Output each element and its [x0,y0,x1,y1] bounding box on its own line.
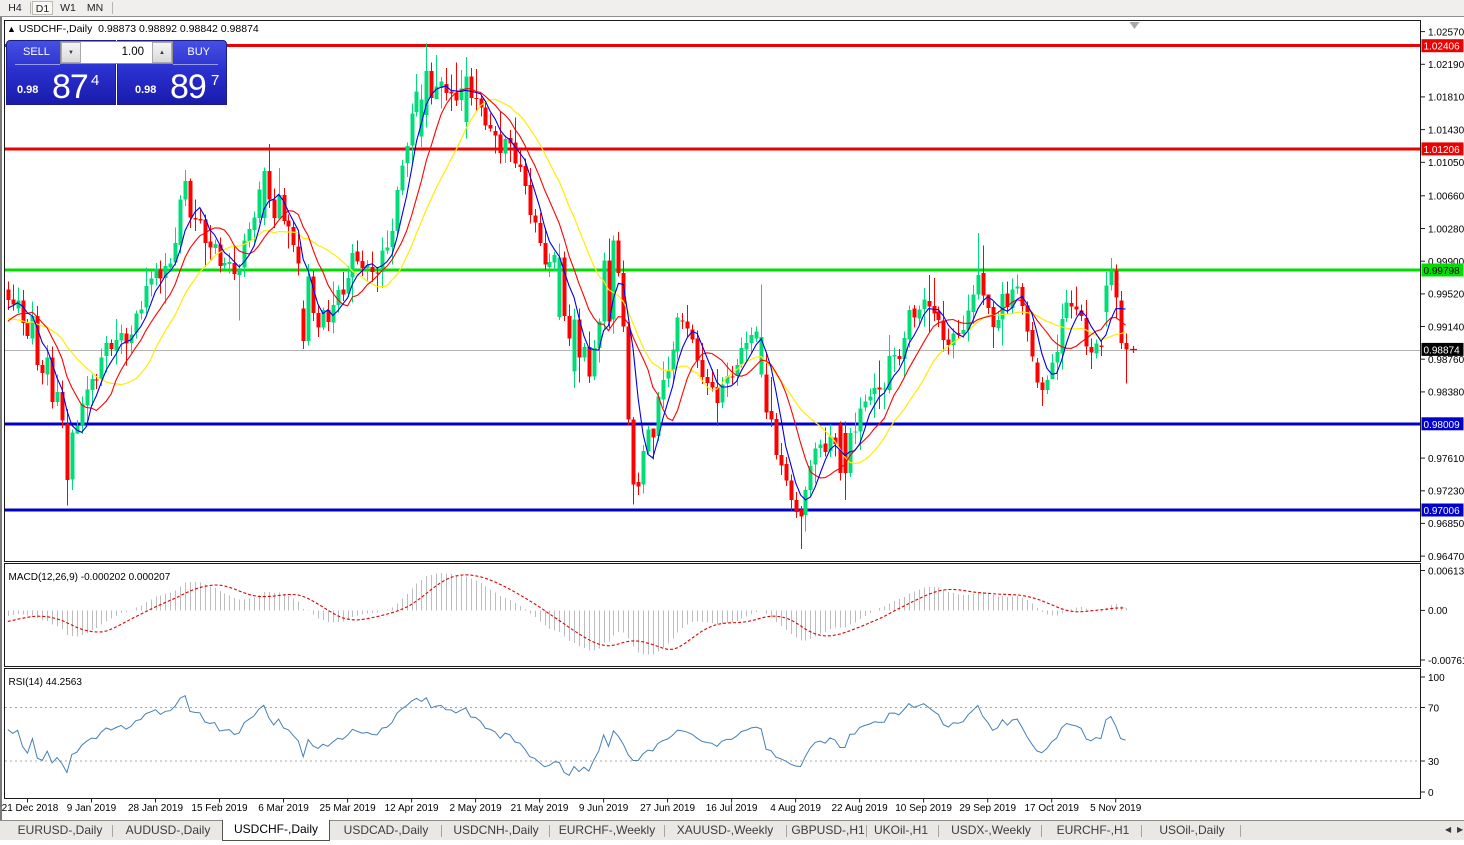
svg-text:0.98874: 0.98874 [1424,345,1461,356]
svg-text:0.99798: 0.99798 [1424,266,1461,277]
svg-text:29 Sep 2019: 29 Sep 2019 [959,803,1016,814]
svg-text:MACD(12,26,9) -0.000202 0.0002: MACD(12,26,9) -0.000202 0.000207 [9,572,171,583]
svg-text:0.97230: 0.97230 [1428,487,1464,498]
svg-text:0.98760: 0.98760 [1428,355,1464,366]
svg-text:0.96470: 0.96470 [1428,552,1464,563]
svg-text:1.00280: 1.00280 [1428,224,1464,235]
svg-text:22 Aug 2019: 22 Aug 2019 [832,803,889,814]
svg-text:2 May 2019: 2 May 2019 [449,803,502,814]
svg-text:9 Jan 2019: 9 Jan 2019 [67,803,117,814]
svg-text:1.02570: 1.02570 [1428,27,1464,38]
svg-text:1.01810: 1.01810 [1428,93,1464,104]
svg-text:0.98380: 0.98380 [1428,388,1464,399]
svg-text:28 Jan 2019: 28 Jan 2019 [128,803,183,814]
svg-text:0.97610: 0.97610 [1428,454,1464,465]
svg-text:21 May 2019: 21 May 2019 [511,803,569,814]
svg-text:1.01050: 1.01050 [1428,158,1464,169]
svg-text:6 Mar 2019: 6 Mar 2019 [258,803,309,814]
svg-text:0.00613: 0.00613 [1428,566,1464,577]
svg-text:15 Feb 2019: 15 Feb 2019 [191,803,248,814]
svg-text:0: 0 [1428,788,1434,799]
svg-text:0.99900: 0.99900 [1428,257,1464,268]
svg-text:30: 30 [1428,757,1440,768]
svg-text:21 Dec 2018: 21 Dec 2018 [2,803,59,814]
svg-text:0.99520: 0.99520 [1428,290,1464,301]
svg-text:9 Jun 2019: 9 Jun 2019 [579,803,629,814]
svg-text:1.02406: 1.02406 [1424,42,1461,53]
svg-text:0.97006: 0.97006 [1424,506,1461,517]
svg-text:27 Jun 2019: 27 Jun 2019 [640,803,695,814]
svg-text:12 Apr 2019: 12 Apr 2019 [385,803,439,814]
svg-text:10 Sep 2019: 10 Sep 2019 [895,803,952,814]
svg-text:1.01206: 1.01206 [1424,145,1461,156]
svg-text:0.99140: 0.99140 [1428,322,1464,333]
svg-text:100: 100 [1428,673,1445,684]
svg-text:16 Jul 2019: 16 Jul 2019 [706,803,758,814]
svg-text:1.00660: 1.00660 [1428,192,1464,203]
svg-text:70: 70 [1428,703,1440,714]
svg-text:1.01430: 1.01430 [1428,125,1464,136]
svg-text:1.02190: 1.02190 [1428,60,1464,71]
svg-text:RSI(14) 44.2563: RSI(14) 44.2563 [9,677,83,688]
svg-text:17 Oct 2019: 17 Oct 2019 [1024,803,1079,814]
svg-text:25 Mar 2019: 25 Mar 2019 [320,803,377,814]
svg-text:0.00: 0.00 [1428,606,1448,617]
svg-text:0.96850: 0.96850 [1428,519,1464,530]
svg-text:5 Nov 2019: 5 Nov 2019 [1090,803,1142,814]
svg-text:4 Aug 2019: 4 Aug 2019 [770,803,821,814]
svg-text:-0.007612: -0.007612 [1428,656,1464,667]
svg-text:0.98009: 0.98009 [1424,420,1461,431]
